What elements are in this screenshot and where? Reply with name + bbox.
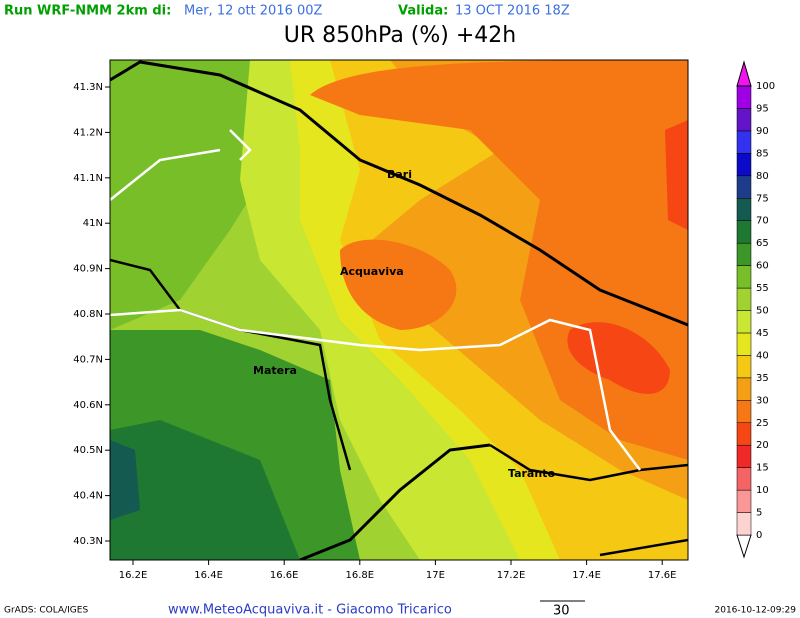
lat-label: 40.5N xyxy=(73,445,103,456)
colorbar-label: 45 xyxy=(756,328,769,339)
lat-label: 40.7N xyxy=(73,354,103,365)
site-credit: www.MeteoAcquaviva.it - Giacomo Tricaric… xyxy=(168,603,452,618)
colorbar-band xyxy=(736,489,752,513)
colorbar-label: 100 xyxy=(756,81,775,92)
colorbar-band xyxy=(736,175,752,199)
run-label: Run WRF-NMM 2km di: xyxy=(4,4,171,19)
colorbar-label: 75 xyxy=(756,193,769,204)
colorbar-band xyxy=(736,198,752,221)
colorbar-label: 65 xyxy=(756,238,769,249)
colorbar-label: 70 xyxy=(756,216,769,227)
colorbar-label: 60 xyxy=(756,261,769,272)
lon-label: 16.8E xyxy=(346,570,375,581)
lat-label: 41.1N xyxy=(73,173,103,184)
colorbar-band xyxy=(736,153,752,177)
lon-label: 17.6E xyxy=(648,570,677,581)
lon-label: 17E xyxy=(426,570,445,581)
colorbar-band xyxy=(736,310,752,334)
credit: GrADS: COLA/IGES xyxy=(4,606,88,616)
lat-label: 40.9N xyxy=(73,264,103,275)
vector-scale: 30 xyxy=(553,604,570,618)
colorbar-label: 80 xyxy=(756,171,769,182)
map: Bari Acquaviva Matera Taranto xyxy=(109,59,689,561)
colorbar-label: 55 xyxy=(756,283,769,294)
colorbar-label: 20 xyxy=(756,440,769,451)
title: UR 850hPa (%) +42h xyxy=(284,23,517,48)
lat-label: 40.8N xyxy=(73,309,103,320)
colorbar-label: 30 xyxy=(756,395,769,406)
lat-label: 41.2N xyxy=(73,127,103,138)
colorbar-under xyxy=(736,534,752,559)
colorbar-band xyxy=(736,220,752,244)
city-label: Bari xyxy=(387,168,412,181)
lon-label: 17.2E xyxy=(497,570,526,581)
colorbar-label: 10 xyxy=(756,485,769,496)
lat-label: 40.3N xyxy=(73,536,103,547)
colorbar-label: 50 xyxy=(756,306,769,317)
colorbar-band xyxy=(736,400,752,423)
colorbar-label: 85 xyxy=(756,148,769,159)
lon-label: 16.2E xyxy=(119,570,148,581)
valid-label: Valida: xyxy=(398,4,448,19)
colorbar-band xyxy=(736,130,752,154)
colorbar-band xyxy=(736,287,752,311)
lat-label: 41N xyxy=(83,218,103,229)
lat-label: 40.4N xyxy=(73,491,103,502)
lon-label: 16.6E xyxy=(270,570,299,581)
colorbar-label: 40 xyxy=(756,350,769,361)
colorbar-band xyxy=(736,377,752,401)
colorbar-label: 95 xyxy=(756,103,769,114)
colorbar-band xyxy=(736,422,752,446)
run-date: Mer, 12 ott 2016 00Z xyxy=(184,4,323,19)
city-label: Matera xyxy=(253,364,297,377)
colorbar-band xyxy=(736,85,752,109)
colorbar-band xyxy=(736,355,752,379)
city-label: Taranto xyxy=(508,467,555,480)
colorbar-label: 35 xyxy=(756,373,769,384)
lon-label: 16.4E xyxy=(194,570,223,581)
colorbar-band xyxy=(736,242,752,266)
lat-label: 41.3N xyxy=(73,82,103,93)
colorbar-band xyxy=(736,265,752,289)
lat-label: 40.6N xyxy=(73,400,103,411)
colorbar-label: 25 xyxy=(756,418,769,429)
colorbar-band xyxy=(736,108,752,132)
colorbar-label: 90 xyxy=(756,126,769,137)
lon-label: 17.4E xyxy=(572,570,601,581)
city-label: Acquaviva xyxy=(340,265,404,278)
valid-date: 13 OCT 2016 18Z xyxy=(455,4,570,19)
colorbar-band xyxy=(736,467,752,491)
colorbar-band xyxy=(736,512,752,536)
timestamp: 2016-10-12-09:29 xyxy=(715,606,797,616)
colorbar-label: 5 xyxy=(756,508,762,519)
colorbar-band xyxy=(736,444,752,468)
colorbar-label: 0 xyxy=(756,530,762,541)
colorbar-band xyxy=(736,332,752,356)
colorbar-label: 15 xyxy=(756,463,769,474)
colorbar-over xyxy=(736,60,752,87)
